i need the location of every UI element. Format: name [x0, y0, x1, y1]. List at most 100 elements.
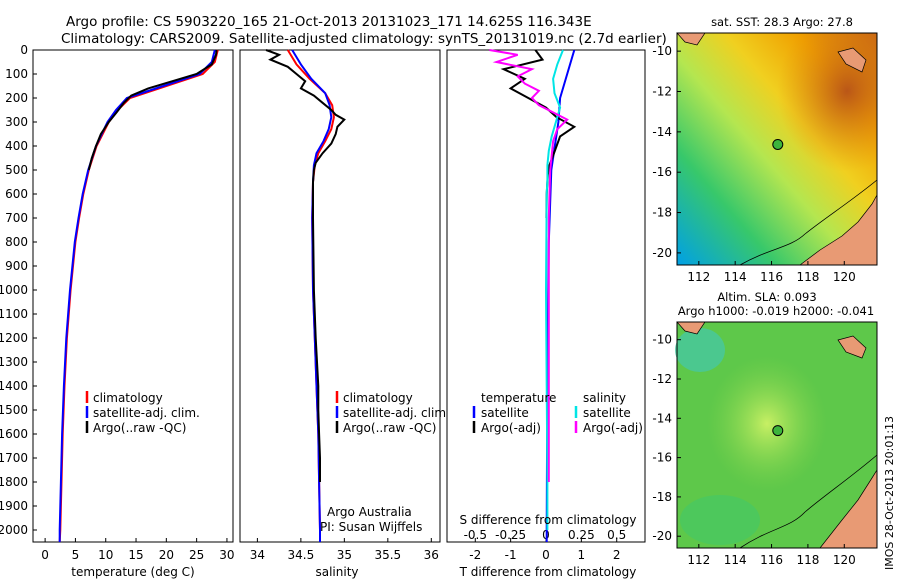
difference-x-label: T difference from climatology	[459, 565, 637, 579]
map-y-tick-label: -14	[652, 411, 672, 425]
depth-tick-label: 1000	[0, 283, 28, 297]
s-tick-label: 0.5	[607, 528, 626, 542]
depth-tick-label: 0	[20, 43, 28, 57]
x-tick-label: 0	[542, 548, 550, 562]
legend-label-salinity-satellite: satellite	[583, 406, 631, 420]
x-tick-label: 35	[337, 548, 352, 562]
map-y-tick-label: -14	[652, 125, 672, 139]
temperature-panel: 0100200300400500600700800900100011001200…	[0, 43, 235, 579]
salinity-legend: climatology satellite-adj. clim. Argo(..…	[335, 391, 450, 435]
salinity-panel: 34 34.5 35 35.5 36 climatology satellite-adj…	[239, 49, 450, 579]
map-x-tick-label: 116	[760, 553, 783, 567]
salinity-x-label: salinity	[315, 565, 358, 579]
map-x-tick-label: 116	[760, 270, 783, 284]
x-tick-label: -1	[505, 548, 517, 562]
x-tick-label: 30	[219, 548, 234, 562]
map-x-tick-label: 120	[833, 270, 856, 284]
depth-tick-label: 1600	[0, 427, 28, 441]
sla-map-panel: Altim. SLA: 0.093 Argo h1000: -0.019 h20…	[652, 290, 878, 567]
depth-tick-label: 1800	[0, 475, 28, 489]
map-x-tick-label: 112	[687, 553, 710, 567]
map-y-tick-label: -18	[652, 206, 672, 220]
sla-map-subtitle: Argo h1000: -0.019 h2000: -0.041	[678, 304, 874, 318]
series-line-satellite-adj-clim-	[58, 49, 216, 542]
depth-tick-label: 1500	[0, 403, 28, 417]
map-y-tick-label: -10	[652, 333, 672, 347]
legend-label-satellite: satellite-adj. clim.	[343, 406, 450, 420]
sla-map-frame	[676, 321, 878, 549]
land-patch	[837, 47, 867, 73]
land-patch	[837, 335, 867, 359]
depth-tick-label: 300	[5, 115, 28, 129]
depth-tick-label: 1400	[0, 379, 28, 393]
s-tick-label: 0.25	[568, 528, 595, 542]
depth-axis: 0 100 200 300 400 500 600 700 800 900 1000 1100 1200…	[0, 43, 37, 537]
credit-line-1: Argo Australia	[327, 505, 412, 519]
x-tick-label: 36	[424, 548, 439, 562]
x-tick-label: 5	[72, 548, 80, 562]
depth-tick-label: 1100	[0, 307, 28, 321]
depth-tick-label: 2000	[0, 523, 28, 537]
map-y-tick-label: -20	[652, 529, 672, 543]
temperature-legend: climatology satellite-adj. clim. Argo(..…	[85, 391, 200, 435]
sla-low-anomaly	[680, 495, 760, 545]
depth-tick-label: 600	[5, 187, 28, 201]
s-tick-label: -0.5	[464, 528, 487, 542]
x-tick-label: 35.5	[374, 548, 401, 562]
x-tick-label: 34.5	[288, 548, 315, 562]
x-tick-label: 25	[189, 548, 204, 562]
depth-tick-label: 200	[5, 91, 28, 105]
sla-map-axes: 112 114 116 118 120 -10 -12 -14 -16 -18 -20	[652, 333, 855, 567]
imos-timestamp: IMOS 28-Oct-2013 20:01:13	[883, 416, 896, 570]
argo-location-marker	[772, 138, 784, 150]
legend-group-salinity: salinity	[583, 391, 626, 405]
legend-label-climatology: climatology	[93, 391, 163, 405]
legend-group-temperature: temperature	[481, 391, 556, 405]
map-y-tick-label: -20	[652, 246, 672, 260]
sst-map-frame	[676, 32, 878, 266]
map-x-tick-label: 112	[687, 270, 710, 284]
salinity-plot-frame	[239, 49, 441, 543]
map-x-tick-label: 114	[724, 553, 747, 567]
salinity-x-axis: 34 34.5 35 35.5 36	[250, 538, 439, 562]
temperature-lines	[58, 49, 219, 543]
depth-tick-label: 1300	[0, 355, 28, 369]
map-x-tick-label: 114	[724, 270, 747, 284]
map-y-tick-label: -16	[652, 165, 672, 179]
sst-map-title: sat. SST: 28.3 Argo: 27.8	[711, 15, 853, 29]
series-line-argo-raw-qc-	[265, 49, 346, 482]
argo-location-marker	[772, 425, 784, 437]
difference-top-label: S difference from climatology	[460, 513, 637, 527]
header-line-2: Climatology: CARS2009. Satellite-adjuste…	[61, 31, 667, 47]
x-tick-label: 0	[41, 548, 49, 562]
bathymetry-contour	[739, 454, 878, 549]
legend-label-argo: Argo(..raw -QC)	[343, 421, 436, 435]
depth-tick-label: 700	[5, 211, 28, 225]
temperature-plot-frame	[32, 49, 234, 543]
sla-map-title: Altim. SLA: 0.093	[717, 290, 816, 304]
bathymetry-contour	[739, 179, 878, 266]
sst-map-axes: 112 114 116 118 120 -10 -12 -14 -16 -18 -20	[652, 44, 855, 284]
x-tick-label: 1	[578, 548, 586, 562]
s-tick-label: -0.25	[495, 528, 526, 542]
x-tick-label: 20	[159, 548, 174, 562]
legend-label-salinity-argo: Argo(-adj)	[583, 421, 643, 435]
temperature-x-axis: 0 5 10 15 20 25 30	[41, 538, 235, 562]
x-tick-label: 2	[613, 548, 621, 562]
x-tick-label: 10	[98, 548, 113, 562]
map-y-tick-label: -16	[652, 451, 672, 465]
credit-line-2: PI: Susan Wijffels	[320, 520, 422, 534]
map-x-tick-label: 118	[796, 270, 819, 284]
map-y-tick-label: -18	[652, 490, 672, 504]
legend-label-temperature-argo: Argo(-adj)	[481, 421, 541, 435]
depth-tick-label: 1900	[0, 499, 28, 513]
legend-label-temperature-satellite: satellite	[481, 406, 529, 420]
temperature-x-label: temperature (deg C)	[71, 565, 194, 579]
legend-label-argo: Argo(..raw -QC)	[93, 421, 186, 435]
sst-map-panel: sat. SST: 28.3 Argo: 27.8 112 114 116 118 12…	[652, 15, 878, 284]
map-x-tick-label: 120	[833, 553, 856, 567]
depth-tick-label: 800	[5, 235, 28, 249]
sla-low-anomaly	[675, 328, 725, 372]
map-y-tick-label: -12	[652, 372, 672, 386]
